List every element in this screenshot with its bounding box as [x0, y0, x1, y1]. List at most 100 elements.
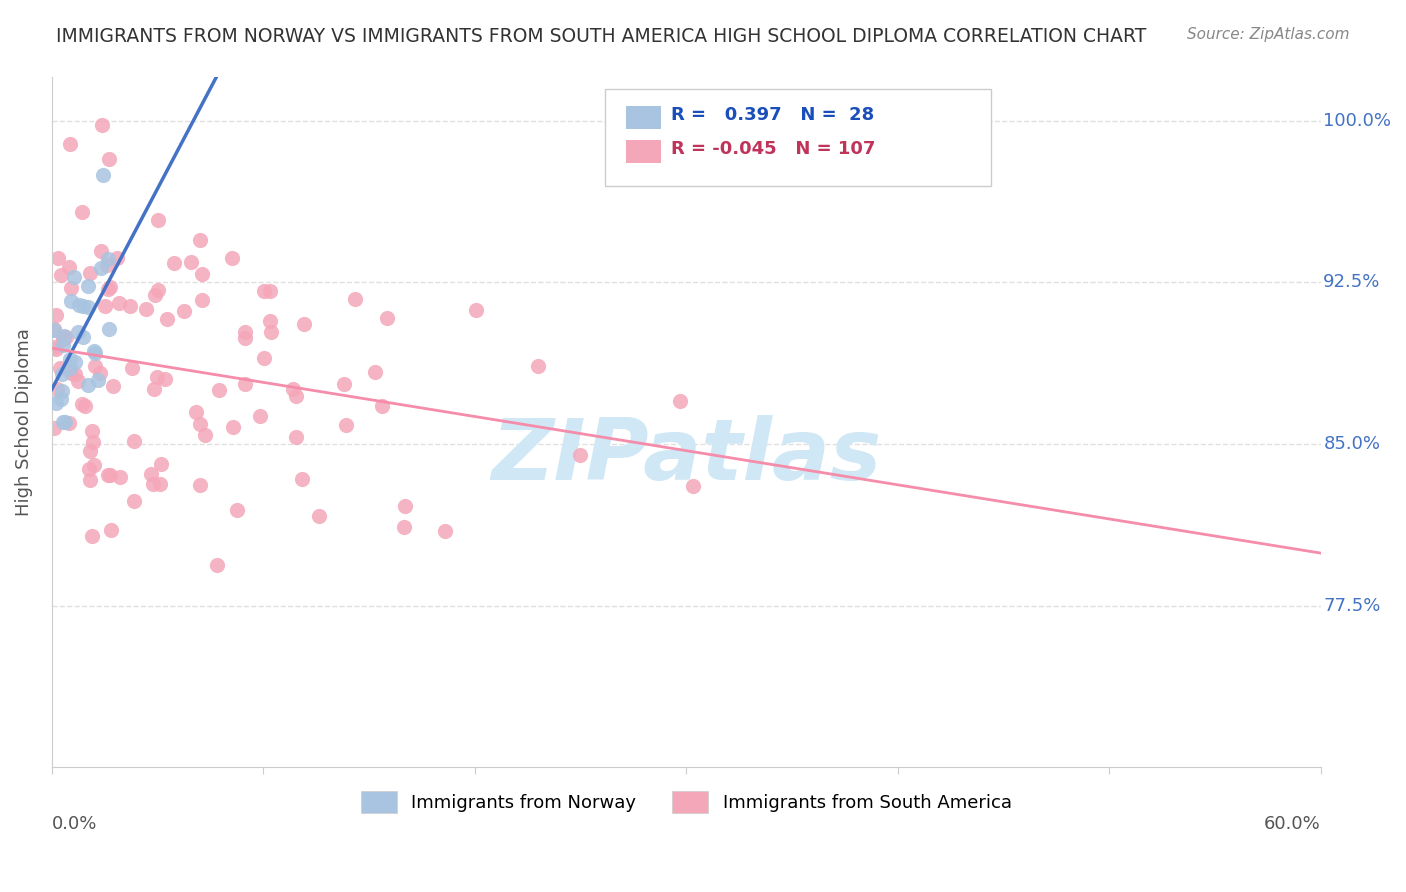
Point: [76, 300, 98, 314]
Point: [44, 340, 66, 354]
Point: [121, 361, 143, 376]
Point: [142, 382, 165, 396]
Point: [100, 524, 122, 538]
Text: IMMIGRANTS FROM NORWAY VS IMMIGRANTS FROM SOUTH AMERICA HIGH SCHOOL DIPLOMA CORR: IMMIGRANTS FROM NORWAY VS IMMIGRANTS FRO…: [56, 27, 1147, 45]
Point: [155, 372, 177, 386]
Point: [135, 301, 157, 316]
Point: [194, 428, 217, 442]
Text: R =   0.397   N =  28: R = 0.397 N = 28: [671, 106, 875, 124]
Point: [141, 476, 163, 491]
Point: [190, 293, 212, 308]
Legend: Immigrants from Norway, Immigrants from South America: Immigrants from Norway, Immigrants from …: [353, 784, 1019, 821]
Point: [188, 417, 211, 432]
Point: [93, 299, 115, 313]
Point: [51, 368, 73, 382]
Point: [58, 417, 80, 431]
Point: [52, 331, 75, 345]
Point: [67, 298, 90, 312]
Point: [249, 409, 271, 423]
Point: [52, 338, 75, 352]
Point: [669, 394, 692, 409]
Point: [90, 244, 112, 259]
Point: [46, 382, 69, 396]
Point: [52, 331, 75, 345]
Text: 0.0%: 0.0%: [52, 814, 97, 832]
Point: [83, 343, 105, 358]
Point: [221, 251, 243, 265]
Point: [143, 288, 166, 302]
Point: [332, 377, 354, 392]
Point: [253, 351, 276, 365]
Point: [235, 326, 257, 340]
Point: [97, 467, 120, 482]
Point: [66, 374, 89, 388]
Point: [84, 346, 107, 360]
Y-axis label: High School Diploma: High School Diploma: [15, 328, 32, 516]
Point: [285, 389, 308, 403]
Text: 100.0%: 100.0%: [1323, 112, 1392, 129]
Point: [98, 280, 121, 294]
Point: [83, 458, 105, 473]
Point: [63, 270, 86, 285]
Point: [208, 384, 231, 398]
Text: 77.5%: 77.5%: [1323, 597, 1381, 615]
Point: [82, 529, 104, 543]
Point: [72, 299, 94, 313]
Point: [146, 370, 169, 384]
Point: [149, 477, 172, 491]
Point: [375, 311, 398, 326]
Point: [259, 314, 281, 328]
Point: [98, 152, 121, 166]
Point: [83, 359, 105, 373]
Point: [292, 317, 315, 331]
Point: [97, 252, 120, 267]
Point: [45, 395, 67, 409]
Point: [72, 397, 94, 411]
Point: [66, 326, 89, 340]
Point: [252, 284, 274, 298]
Point: [90, 260, 112, 275]
Point: [107, 252, 129, 266]
Point: [233, 331, 256, 345]
Text: Source: ZipAtlas.com: Source: ZipAtlas.com: [1187, 27, 1350, 42]
Point: [80, 424, 103, 438]
Point: [259, 284, 281, 298]
Point: [526, 359, 548, 373]
Point: [150, 457, 173, 471]
Point: [464, 303, 486, 318]
Point: [222, 419, 245, 434]
Point: [173, 304, 195, 318]
Point: [291, 472, 314, 486]
Point: [42, 323, 65, 337]
Point: [284, 430, 307, 444]
Point: [371, 399, 394, 413]
Point: [281, 382, 304, 396]
Point: [42, 420, 65, 434]
Point: [63, 368, 86, 382]
Point: [58, 260, 80, 274]
Point: [55, 330, 77, 344]
Point: [180, 255, 202, 269]
Point: [59, 366, 82, 380]
Point: [79, 444, 101, 458]
Point: [186, 404, 208, 418]
Text: 92.5%: 92.5%: [1323, 273, 1381, 291]
Point: [233, 377, 256, 392]
Point: [59, 294, 82, 309]
Point: [108, 470, 131, 484]
Text: 85.0%: 85.0%: [1323, 435, 1381, 453]
Point: [53, 329, 76, 343]
Point: [163, 256, 186, 270]
Point: [79, 266, 101, 280]
Point: [72, 330, 94, 344]
Point: [82, 435, 104, 450]
Point: [52, 415, 75, 429]
Point: [155, 312, 177, 326]
Point: [46, 251, 69, 265]
Point: [96, 258, 118, 272]
Point: [107, 296, 129, 310]
Point: [76, 279, 98, 293]
Point: [91, 169, 114, 183]
Point: [52, 332, 75, 346]
Point: [190, 233, 212, 247]
